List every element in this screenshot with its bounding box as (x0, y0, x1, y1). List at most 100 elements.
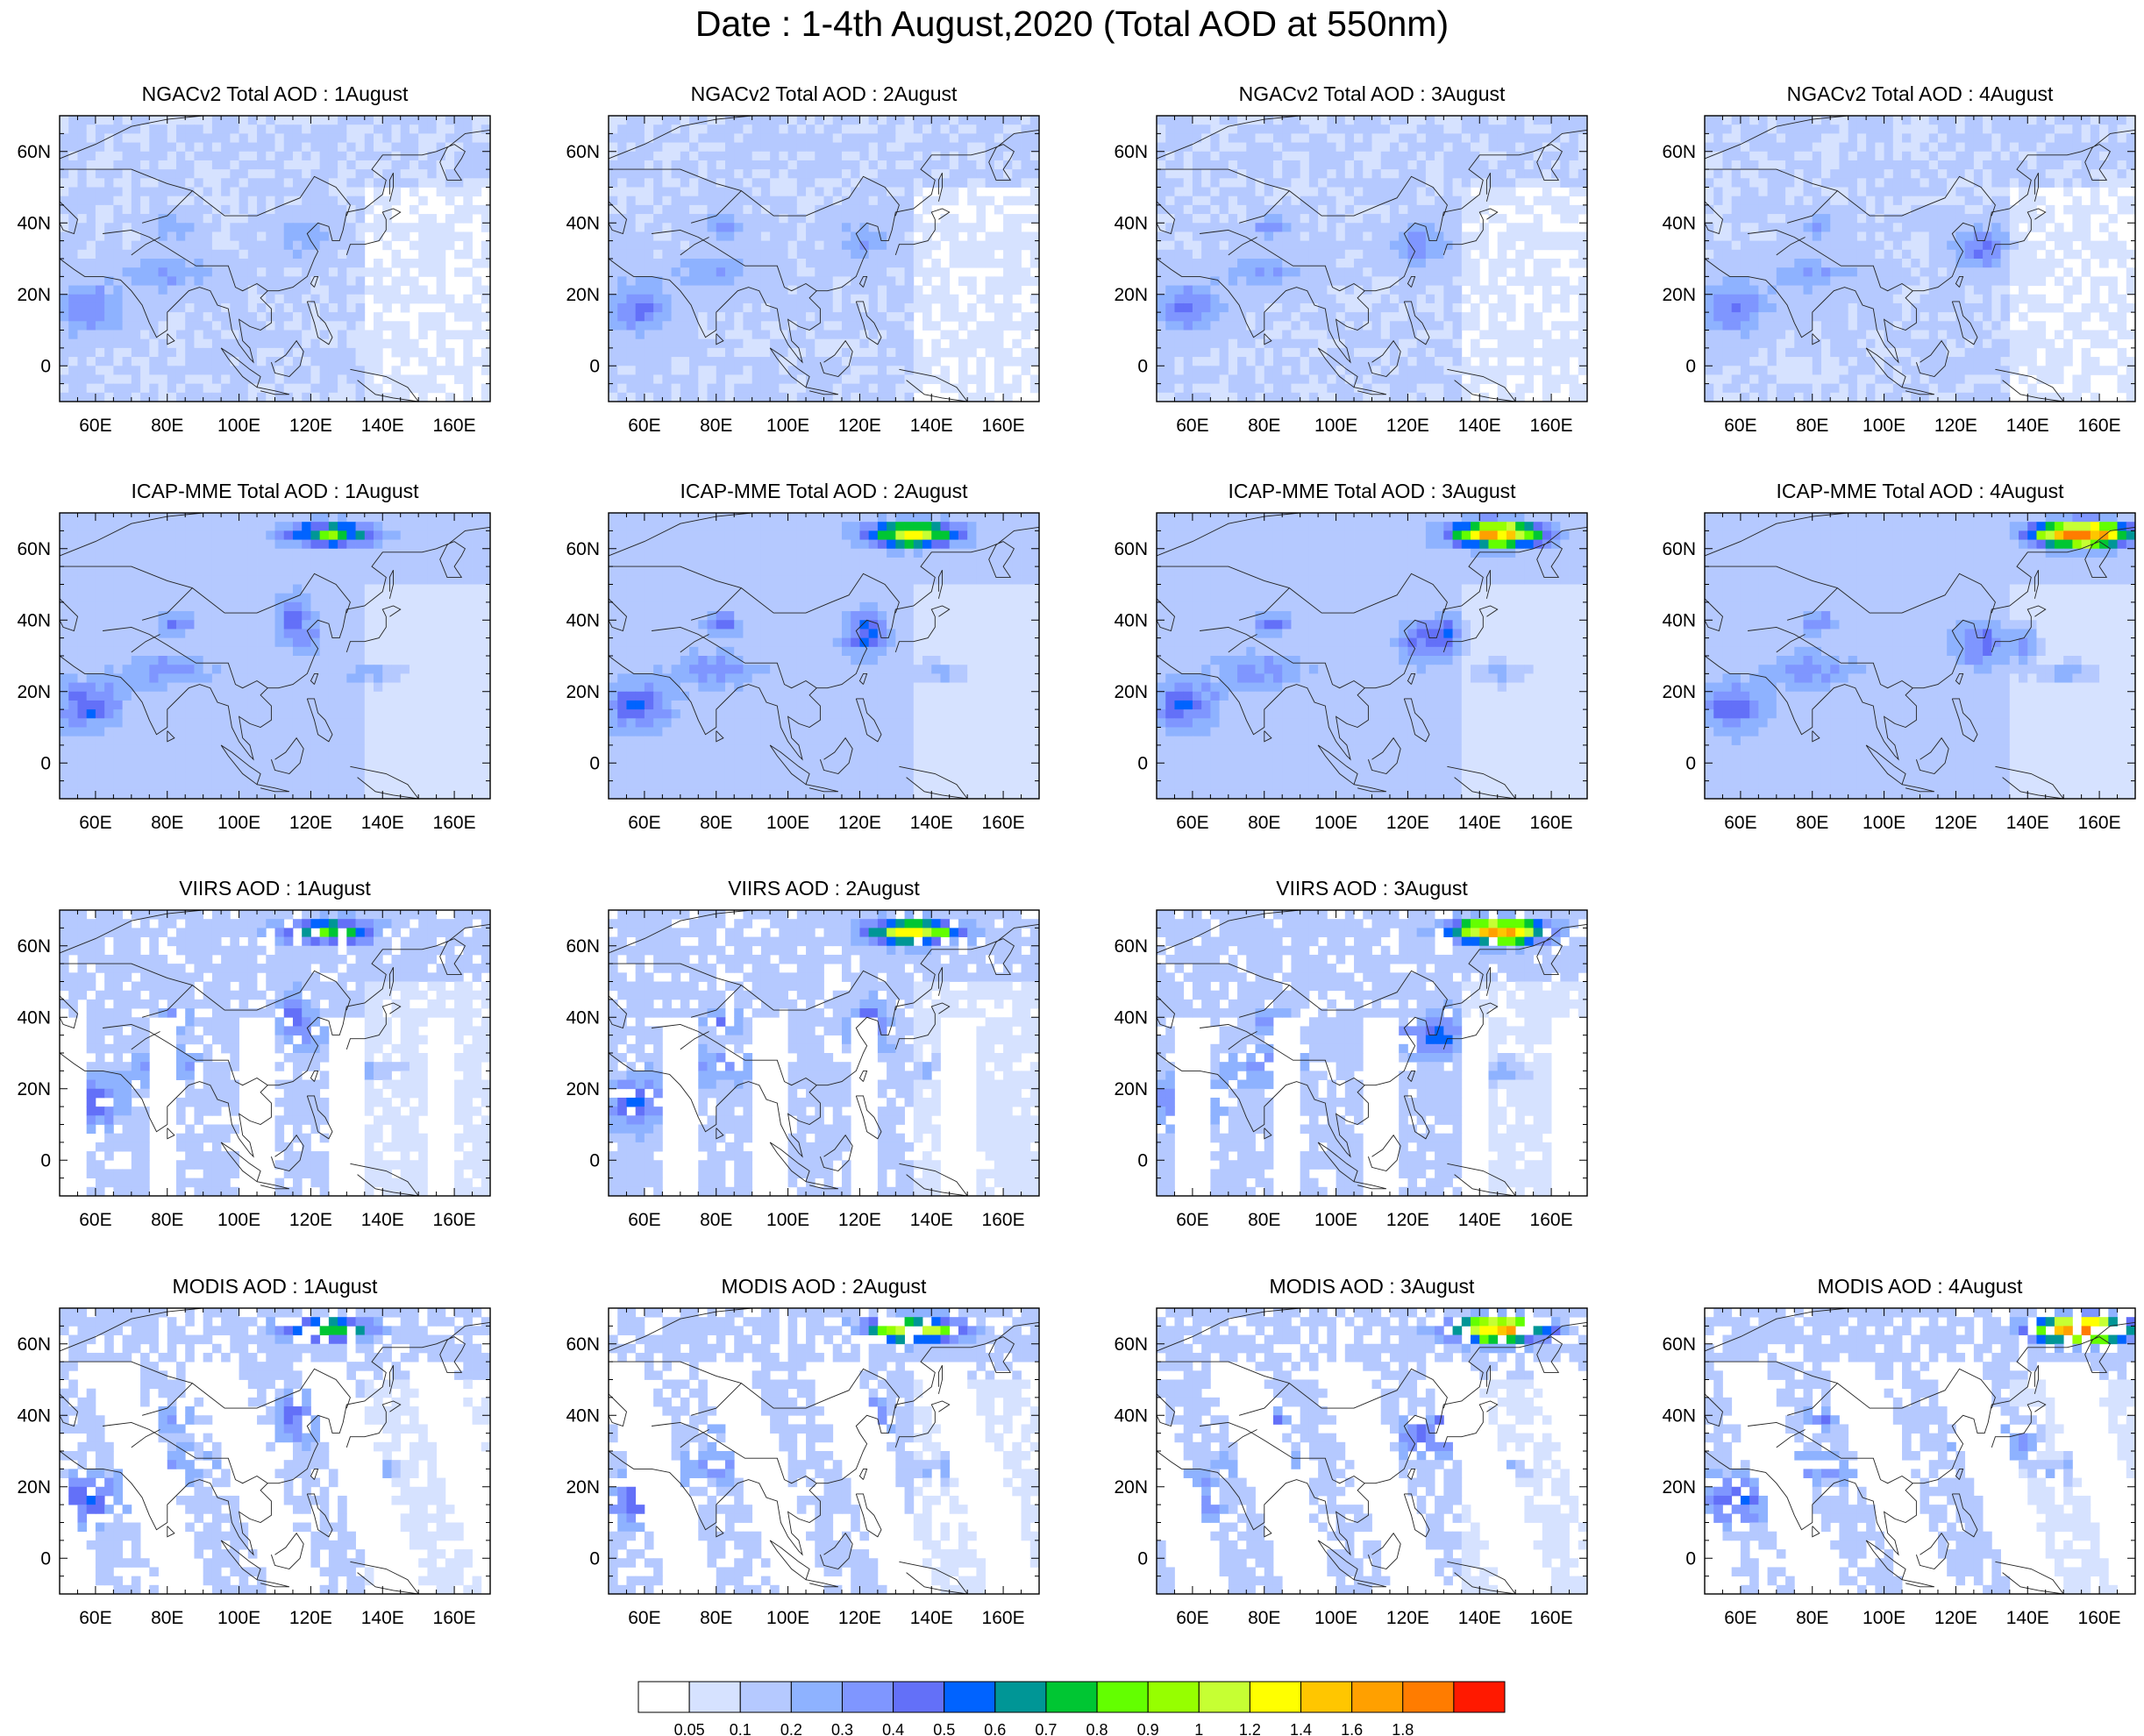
lon-tick-label: 100E (217, 1210, 260, 1230)
panel-title: NGACv2 Total AOD : 2August (690, 82, 958, 105)
lon-tick-label: 80E (151, 1210, 183, 1230)
coastlines (1156, 1307, 1588, 1595)
lat-tick-label: 60N (566, 142, 600, 162)
map-panel-modis-2: MODIS AOD : 2August 60E 80E 100E 120E 140E 160… (530, 1273, 1056, 1641)
coastlines (1156, 909, 1588, 1197)
aod-field (60, 513, 491, 800)
lon-tick-label: 140E (910, 416, 953, 436)
panel-title: VIIRS AOD : 1August (179, 877, 371, 900)
lon-tick-label: 140E (1458, 1608, 1501, 1628)
lon-tick-label: 60E (1176, 1608, 1208, 1628)
coastlines (1156, 115, 1588, 402)
lat-tick-label: 20N (566, 1079, 600, 1099)
aod-field (609, 910, 1040, 1197)
lon-tick-label: 160E (982, 1608, 1025, 1628)
lon-tick-label: 160E (433, 1210, 476, 1230)
aod-field (1705, 1308, 2136, 1595)
lat-tick-label: 0 (40, 753, 51, 773)
lon-tick-label: 160E (1530, 416, 1573, 436)
figure-title: Date : 1-4th August,2020 (Total AOD at 5… (694, 4, 1450, 44)
map-plot: 60E 80E 100E 120E 140E 160E 60N 40N 20N 0 (566, 512, 1040, 833)
lon-tick-label: 120E (1934, 1608, 1977, 1628)
panel-title: ICAP-MME Total AOD : 3August (1228, 480, 1516, 502)
lon-tick-label: 60E (1724, 813, 1756, 833)
lat-tick-label: 60N (566, 539, 600, 559)
map-panel-ngac-2: NGACv2 Total AOD : 2August 60E 80E 100E 120E… (530, 81, 1056, 449)
lon-tick-label: 60E (628, 1608, 660, 1628)
lon-tick-label: 60E (1176, 416, 1208, 436)
lat-tick-label: 0 (1685, 1548, 1696, 1569)
lon-tick-label: 60E (79, 1608, 111, 1628)
lat-tick-label: 60N (17, 936, 51, 957)
lat-tick-label: 40N (1114, 1405, 1148, 1426)
lon-tick-label: 80E (1796, 416, 1828, 436)
coastlines (1704, 1307, 2136, 1595)
lat-tick-label: 60N (17, 142, 51, 162)
lon-tick-label: 140E (910, 1210, 953, 1230)
map-plot: 60E 80E 100E 120E 140E 160E 60N 40N 20N 0 (1662, 1307, 2136, 1628)
map-plot: 60E 80E 100E 120E 140E 160E 60N 40N 20N 0 (17, 512, 491, 833)
aod-field (609, 116, 1040, 402)
lon-tick-label: 60E (1724, 416, 1756, 436)
lon-tick-label: 60E (1176, 813, 1208, 833)
lat-tick-label: 0 (589, 753, 600, 773)
lon-tick-label: 140E (361, 813, 404, 833)
lon-tick-label: 80E (1248, 1608, 1280, 1628)
lon-tick-label: 120E (289, 1608, 332, 1628)
lat-tick-label: 40N (1114, 1007, 1148, 1028)
lat-tick-label: 40N (1662, 213, 1696, 233)
coastlines (608, 512, 1040, 800)
lat-tick-label: 20N (1662, 285, 1696, 305)
coastlines (1704, 115, 2136, 402)
lon-tick-label: 140E (910, 1608, 953, 1628)
map-panel-viirs-3: VIIRS AOD : 3August 60E 80E 100E 120E 140E 160… (1078, 875, 1604, 1243)
map-panel-ngac-3: NGACv2 Total AOD : 3August 60E 80E 100E 120E… (1078, 81, 1604, 449)
lon-tick-label: 100E (766, 416, 809, 436)
lon-tick-label: 140E (1458, 416, 1501, 436)
map-plot: 60E 80E 100E 120E 140E 160E 60N 40N 20N 0 (566, 909, 1040, 1230)
lon-tick-label: 80E (151, 416, 183, 436)
lat-tick-label: 20N (1114, 285, 1148, 305)
lat-tick-label: 40N (17, 1405, 51, 1426)
coastlines (608, 909, 1040, 1197)
lon-tick-label: 140E (2006, 1608, 2049, 1628)
coastlines (608, 115, 1040, 402)
map-plot: 60E 80E 100E 120E 140E 160E 60N 40N 20N 0 (1662, 512, 2136, 833)
lon-tick-label: 60E (79, 416, 111, 436)
map-panel-viirs-2: VIIRS AOD : 2August 60E 80E 100E 120E 140E 160… (530, 875, 1056, 1243)
lat-tick-label: 0 (1137, 1548, 1148, 1569)
map-panel-ngac-1: NGACv2 Total AOD : 1August 60E 80E 100E 120E… (0, 81, 507, 449)
aod-field (1157, 513, 1588, 800)
lon-tick-label: 100E (1314, 416, 1357, 436)
map-panel-viirs-1: VIIRS AOD : 1August 60E 80E 100E 120E 140E 160… (0, 875, 507, 1243)
lon-tick-label: 140E (2006, 813, 2049, 833)
lon-tick-label: 140E (910, 813, 953, 833)
lat-tick-label: 0 (589, 1150, 600, 1170)
map-panel-icap-2: ICAP-MME Total AOD : 2August 60E 80E 100E 12… (530, 478, 1056, 846)
lon-tick-label: 140E (361, 416, 404, 436)
lon-tick-label: 140E (1458, 813, 1501, 833)
lon-tick-label: 100E (766, 813, 809, 833)
lon-tick-label: 80E (700, 1608, 732, 1628)
lat-tick-label: 20N (17, 1079, 51, 1099)
lat-tick-label: 60N (17, 539, 51, 559)
lon-tick-label: 120E (1934, 416, 1977, 436)
lat-tick-label: 20N (17, 285, 51, 305)
lon-tick-label: 120E (1386, 416, 1429, 436)
lon-tick-label: 120E (838, 813, 881, 833)
lon-tick-label: 160E (2078, 1608, 2121, 1628)
lon-tick-label: 160E (2078, 416, 2121, 436)
lat-tick-label: 20N (1662, 682, 1696, 702)
map-plot: 60E 80E 100E 120E 140E 160E 60N 40N 20N 0 (1114, 115, 1588, 436)
lon-tick-label: 120E (1934, 813, 1977, 833)
map-plot: 60E 80E 100E 120E 140E 160E 60N 40N 20N 0 (1114, 512, 1588, 833)
panel-title: ICAP-MME Total AOD : 1August (131, 480, 419, 502)
aod-field (60, 910, 491, 1197)
lat-tick-label: 20N (1662, 1477, 1696, 1498)
aod-field (1157, 116, 1588, 402)
lat-tick-label: 40N (566, 1007, 600, 1028)
lon-tick-label: 120E (1386, 1210, 1429, 1230)
map-panel-icap-3: ICAP-MME Total AOD : 3August 60E 80E 100E 12… (1078, 478, 1604, 846)
lat-tick-label: 0 (1685, 356, 1696, 376)
lat-tick-label: 40N (566, 610, 600, 630)
